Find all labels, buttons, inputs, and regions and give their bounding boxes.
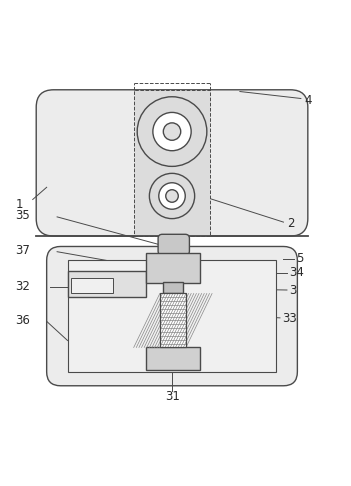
Bar	[160, 294, 186, 347]
FancyBboxPatch shape	[158, 234, 190, 255]
FancyBboxPatch shape	[47, 246, 297, 386]
Text: 36: 36	[15, 314, 30, 327]
Text: 34: 34	[289, 266, 304, 279]
Text: 37: 37	[15, 244, 30, 257]
Text: 33: 33	[282, 312, 297, 325]
Circle shape	[153, 112, 191, 151]
Bar	[163, 282, 183, 294]
Bar	[67, 260, 277, 372]
Bar	[146, 253, 200, 283]
Bar	[71, 278, 113, 294]
Circle shape	[166, 190, 178, 202]
Text: 35: 35	[15, 209, 30, 222]
Bar	[67, 271, 146, 297]
Circle shape	[137, 97, 207, 166]
Text: 5: 5	[296, 252, 303, 265]
Bar	[134, 90, 210, 236]
Bar	[146, 347, 200, 370]
Text: 32: 32	[15, 280, 30, 293]
Circle shape	[159, 183, 185, 209]
FancyBboxPatch shape	[36, 90, 308, 236]
Circle shape	[150, 174, 195, 219]
Text: 4: 4	[304, 94, 312, 107]
Bar	[160, 294, 186, 347]
Text: 31: 31	[165, 390, 180, 403]
Text: 2: 2	[287, 217, 294, 230]
Text: 3: 3	[289, 284, 296, 297]
Text: 1: 1	[15, 198, 23, 211]
Circle shape	[163, 123, 181, 140]
